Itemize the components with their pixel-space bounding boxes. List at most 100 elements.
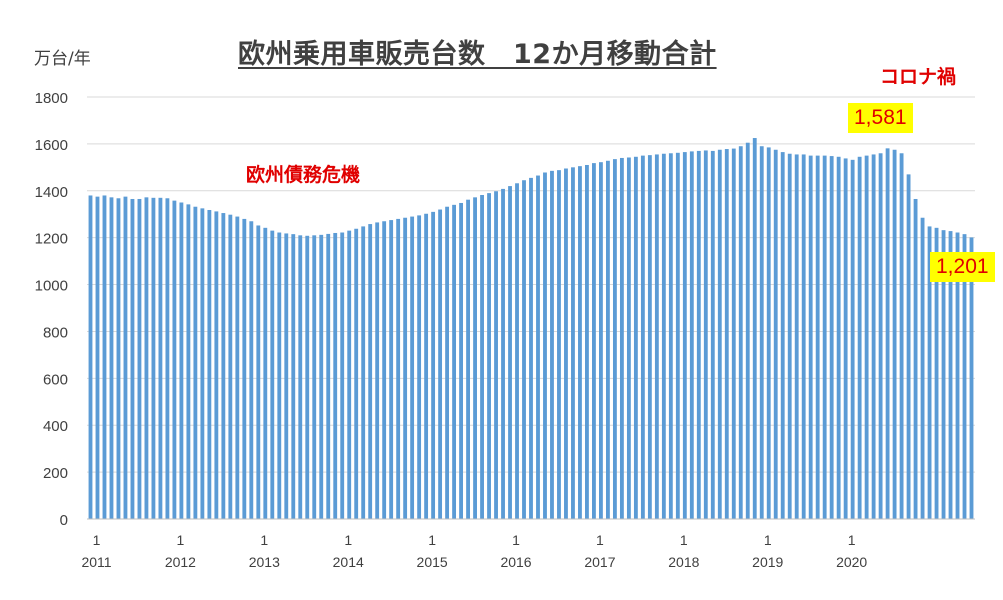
bar bbox=[913, 198, 918, 519]
bar bbox=[864, 155, 869, 519]
x-tick-month-label: 1 bbox=[680, 532, 688, 548]
bar bbox=[508, 186, 512, 520]
bar bbox=[137, 198, 142, 519]
bar bbox=[578, 166, 582, 519]
bar bbox=[368, 224, 373, 519]
bar bbox=[431, 211, 436, 519]
y-tick-label: 0 bbox=[60, 512, 68, 529]
bar bbox=[123, 196, 128, 519]
bar bbox=[682, 152, 687, 519]
bar bbox=[102, 195, 107, 519]
x-tick-year-label: 2015 bbox=[417, 554, 448, 570]
bar bbox=[766, 147, 771, 519]
x-tick-year-label: 2020 bbox=[836, 554, 867, 570]
bar bbox=[382, 221, 387, 519]
bar bbox=[158, 197, 163, 520]
bar bbox=[165, 198, 170, 519]
x-tick-year-label: 2019 bbox=[752, 554, 783, 570]
bar bbox=[116, 198, 121, 519]
bar bbox=[661, 153, 666, 520]
bar bbox=[389, 220, 394, 520]
bar bbox=[633, 156, 638, 520]
annotation-covid: コロナ禍 bbox=[880, 66, 957, 88]
x-tick-year-label: 2014 bbox=[333, 554, 364, 570]
bar bbox=[557, 170, 561, 519]
bar bbox=[536, 175, 540, 520]
bar bbox=[284, 233, 289, 520]
callout-last-value: 1,201 bbox=[930, 252, 995, 282]
bar bbox=[319, 234, 324, 519]
bar bbox=[487, 193, 491, 519]
y-tick-label: 600 bbox=[43, 371, 68, 388]
bar bbox=[494, 191, 498, 519]
bar bbox=[892, 149, 897, 519]
bar bbox=[186, 204, 191, 519]
bar bbox=[801, 154, 806, 519]
bar bbox=[172, 200, 177, 519]
y-tick-label: 1400 bbox=[35, 184, 68, 201]
y-tick-label: 1800 bbox=[35, 90, 68, 107]
bar bbox=[571, 167, 575, 520]
bar bbox=[598, 162, 603, 520]
bar bbox=[375, 222, 380, 519]
x-tick-month-label: 1 bbox=[428, 532, 436, 548]
bar bbox=[200, 208, 205, 519]
x-tick-year-label: 2012 bbox=[165, 554, 196, 570]
bar bbox=[808, 155, 813, 519]
bar bbox=[214, 211, 219, 520]
bar bbox=[207, 210, 212, 519]
bar bbox=[969, 237, 974, 519]
bar bbox=[144, 197, 149, 519]
x-tick-month-label: 1 bbox=[512, 532, 520, 548]
bar bbox=[759, 146, 764, 519]
bar bbox=[934, 227, 939, 519]
bar bbox=[277, 232, 282, 519]
bar bbox=[878, 153, 883, 519]
y-tick-label: 1200 bbox=[35, 231, 68, 248]
x-tick-year-label: 2013 bbox=[249, 554, 280, 570]
x-tick-month-label: 1 bbox=[177, 532, 185, 548]
x-tick-month-label: 1 bbox=[848, 532, 856, 548]
bar bbox=[605, 160, 610, 519]
bar bbox=[857, 156, 862, 520]
bar bbox=[626, 157, 631, 519]
bar bbox=[249, 221, 254, 519]
bar bbox=[745, 142, 750, 519]
y-tick-label: 1000 bbox=[35, 278, 68, 295]
bar bbox=[794, 154, 799, 519]
bar bbox=[787, 153, 792, 520]
bar bbox=[179, 202, 184, 519]
x-tick-year-label: 2011 bbox=[81, 554, 111, 570]
y-axis-unit-label: 万台/年 bbox=[34, 49, 91, 69]
chart-title: 欧州乗用車販売台数 12か月移動合計 bbox=[238, 39, 717, 70]
bar bbox=[899, 153, 904, 519]
bar bbox=[948, 231, 953, 519]
bar bbox=[242, 218, 247, 519]
bar bbox=[340, 232, 345, 519]
bar bbox=[424, 213, 429, 519]
bar bbox=[515, 183, 519, 519]
bar bbox=[703, 150, 708, 519]
bar bbox=[550, 170, 554, 519]
bar bbox=[822, 155, 827, 519]
bar bbox=[829, 156, 834, 519]
bar bbox=[410, 216, 415, 520]
bar bbox=[263, 227, 268, 519]
bar bbox=[417, 215, 422, 519]
bar bbox=[738, 146, 743, 519]
bar bbox=[473, 197, 477, 519]
bar bbox=[501, 188, 505, 519]
bar bbox=[193, 206, 198, 519]
x-tick-year-label: 2017 bbox=[584, 554, 615, 570]
bar bbox=[612, 159, 617, 519]
bar bbox=[871, 154, 876, 519]
y-tick-label: 200 bbox=[43, 465, 68, 482]
bar bbox=[689, 151, 694, 519]
y-tick-label: 800 bbox=[43, 324, 68, 341]
bar bbox=[564, 168, 568, 519]
bar bbox=[445, 206, 450, 519]
bar bbox=[438, 209, 443, 520]
bar bbox=[347, 230, 352, 519]
